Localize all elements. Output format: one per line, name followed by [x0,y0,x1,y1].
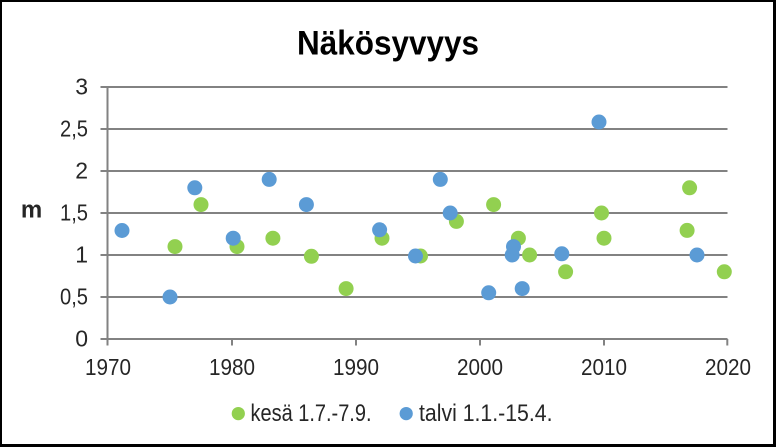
svg-text:0: 0 [75,326,88,352]
svg-text:Näkösyvyys: Näkösyvyys [297,25,479,63]
svg-text:1,5: 1,5 [60,200,88,226]
svg-text:2: 2 [75,158,88,184]
svg-text:kesä 1.7.-7.9.: kesä 1.7.-7.9. [251,400,372,427]
svg-text:2000: 2000 [457,354,503,380]
svg-text:1980: 1980 [209,354,255,380]
svg-text:2010: 2010 [581,354,627,380]
svg-text:talvi 1.1.-15.4.: talvi 1.1.-15.4. [419,400,553,427]
svg-text:0,5: 0,5 [60,284,88,310]
svg-text:1990: 1990 [333,354,379,380]
svg-text:1: 1 [75,242,88,268]
svg-text:3: 3 [75,74,88,100]
svg-text:1970: 1970 [85,354,131,380]
svg-text:2020: 2020 [705,354,751,380]
svg-text:m: m [21,197,42,224]
svg-text:2,5: 2,5 [60,116,88,142]
